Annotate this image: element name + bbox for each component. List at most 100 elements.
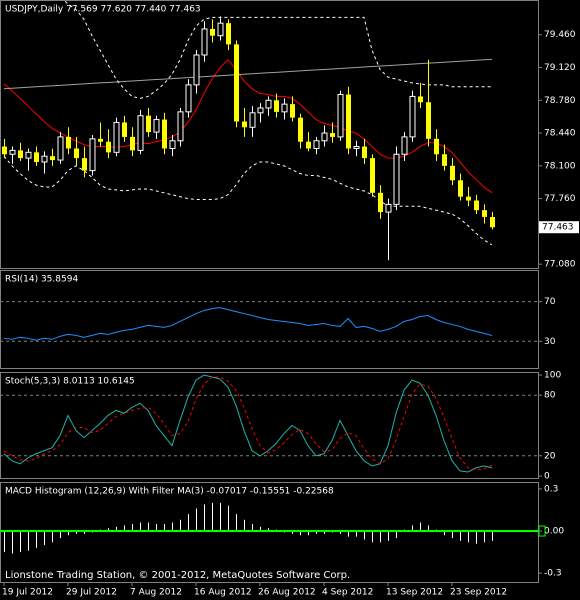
histogram-bar: [156, 524, 157, 532]
candle-body: [281, 103, 288, 113]
candle-body: [177, 111, 184, 142]
candle-body: [330, 133, 335, 137]
y-tick-label: 78.440: [544, 129, 576, 139]
histogram-bar: [260, 526, 261, 532]
x-tick-label: 7 Aug 2012: [130, 588, 182, 598]
candle-body: [257, 107, 264, 114]
candle-body: [346, 94, 351, 149]
histogram-bar: [196, 508, 197, 532]
histogram-bar: [212, 502, 213, 532]
pane-title: Stoch(5,3,3) 8.0113 10.6145: [5, 377, 135, 387]
indicator-line: [3, 59, 493, 194]
candle-body: [450, 165, 455, 181]
candle-body: [458, 180, 463, 197]
histogram-bar: [108, 528, 109, 532]
histogram-bar: [188, 514, 189, 532]
y-tick-label: 20: [544, 451, 556, 461]
candle-body: [482, 210, 487, 217]
y-tick-label: 79.460: [544, 30, 576, 40]
histogram-bar: [172, 522, 173, 532]
candle-body: [74, 148, 79, 159]
histogram-bar: [140, 522, 141, 532]
y-tick-label: 77.760: [544, 194, 576, 204]
histogram-bar: [252, 524, 253, 532]
pane-title: RSI(14) 35.8594: [5, 275, 78, 285]
indicator-line: [3, 374, 493, 473]
candle-body: [434, 138, 439, 155]
histogram-bar: [268, 528, 269, 532]
price-label: 77.463: [542, 223, 574, 233]
pane-title: MACD Histogram (12,26,9) With Filter MA(…: [5, 487, 334, 497]
histogram-bar: [476, 531, 477, 544]
pane-plot: [0, 374, 538, 473]
histogram-bar: [124, 525, 125, 532]
histogram-bar: [292, 531, 293, 534]
pane-plot: [0, 301, 538, 342]
candle-body: [234, 44, 239, 122]
candle-body: [34, 152, 39, 162]
histogram-bar: [244, 519, 245, 532]
histogram-bar: [492, 531, 493, 541]
histogram-bar: [316, 531, 317, 534]
histogram-bar: [372, 531, 373, 543]
candle-body: [122, 122, 127, 137]
candle-body: [162, 119, 167, 149]
candle-body: [418, 96, 423, 103]
candle-body: [474, 200, 479, 211]
candle-body: [393, 153, 400, 205]
histogram-bar: [364, 531, 365, 540]
candle-body: [401, 136, 408, 155]
candle-body: [41, 155, 48, 163]
histogram-bar: [324, 531, 325, 534]
histogram-bar: [180, 519, 181, 532]
candle-body: [265, 99, 272, 109]
candle-body: [298, 117, 303, 142]
y-tick-label: 77.080: [544, 260, 576, 270]
candle-body: [249, 112, 256, 128]
histogram-bar: [164, 524, 165, 532]
histogram-bar: [52, 531, 53, 543]
candle-body: [217, 22, 224, 37]
y-tick-label: 79.120: [544, 63, 576, 73]
y-tick-label: 70: [544, 297, 556, 307]
x-tick-label: 23 Sep 2012: [450, 588, 507, 598]
pane-border: [0, 372, 539, 479]
candle-body: [66, 136, 71, 149]
x-tick-label: 19 Jul 2012: [2, 588, 53, 598]
candle-body: [226, 23, 231, 45]
histogram-bar: [484, 531, 485, 543]
histogram-bar: [460, 531, 461, 541]
indicator-line: [3, 58, 493, 90]
pane-title: USDJPY,Daily 77.569 77.620 77.440 77.463: [5, 5, 201, 15]
candle-body: [442, 154, 447, 166]
y-tick-label: -0.3: [544, 569, 562, 579]
candle-body: [82, 158, 87, 171]
histogram-bar: [412, 525, 413, 532]
y-tick-label: 30: [544, 337, 556, 347]
x-tick-label: 26 Aug 2012: [258, 588, 316, 598]
candle-body: [113, 121, 120, 153]
candle-body: [50, 156, 55, 161]
candle-body: [353, 146, 360, 149]
candle-body: [490, 217, 495, 228]
candle-body: [290, 104, 295, 118]
histogram-bar: [84, 531, 85, 534]
candle-body: [130, 136, 135, 151]
candle-body: [153, 119, 160, 133]
candle-body: [362, 146, 367, 159]
histogram-bar: [204, 504, 205, 532]
indicator-line: [3, 307, 493, 341]
pane-border: [0, 482, 539, 583]
candle-body: [2, 146, 7, 155]
histogram-bar: [308, 531, 309, 536]
histogram-bar: [220, 502, 221, 532]
histogram-bar: [340, 531, 341, 534]
histogram-bar: [20, 531, 21, 553]
candle-body: [25, 151, 32, 159]
candle-body: [378, 192, 383, 213]
histogram-bar: [396, 531, 397, 539]
x-tick-label: 16 Aug 2012: [194, 588, 252, 598]
histogram-bar: [428, 525, 429, 532]
y-tick-label: 78.100: [544, 161, 576, 171]
